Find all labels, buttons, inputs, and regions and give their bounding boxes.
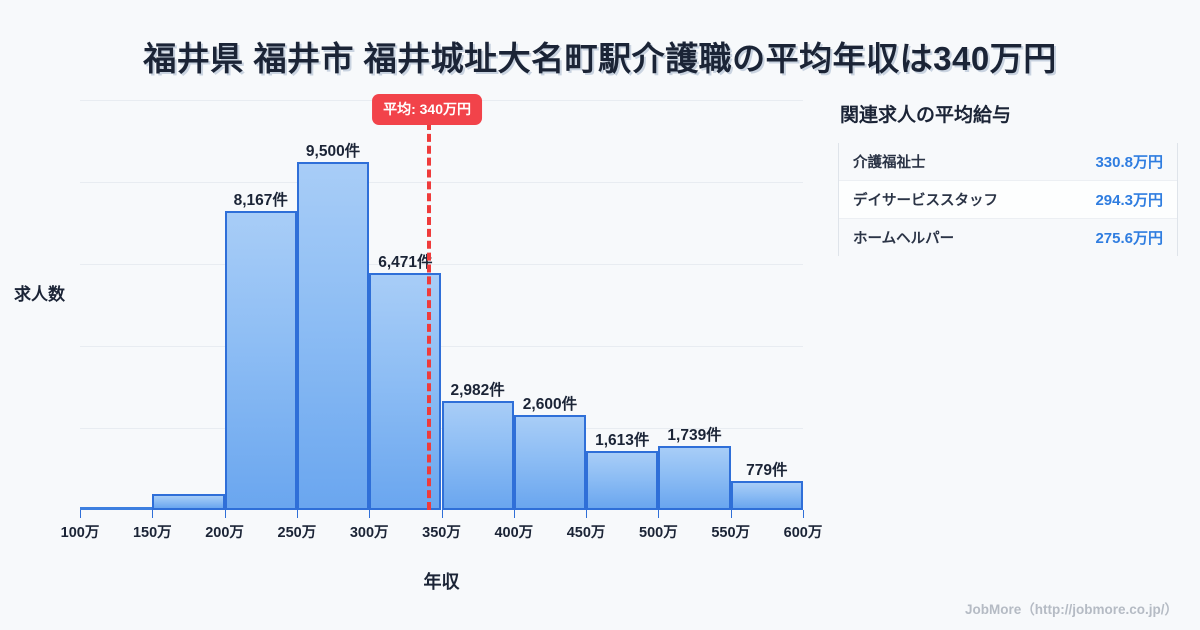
x-axis-tick-label: 400万 bbox=[494, 525, 534, 541]
x-axis-tick-label: 450万 bbox=[566, 525, 606, 541]
x-axis-tick-label: 300万 bbox=[349, 525, 389, 541]
bar-value-label: 779件 bbox=[746, 462, 788, 480]
x-axis-tick bbox=[658, 510, 660, 518]
y-axis-title: 求人数 bbox=[14, 285, 65, 304]
gridline bbox=[80, 346, 803, 347]
related-salary-panel: 関連求人の平均給与 介護福祉士 330.8万円デイサービススタッフ 294.3万円ホ… bbox=[838, 100, 1178, 256]
related-salary-table: 介護福祉士 330.8万円デイサービススタッフ 294.3万円ホームヘルパー 275.… bbox=[838, 143, 1178, 256]
related-job-salary: 294.3万円 bbox=[1095, 192, 1163, 209]
histogram-bar bbox=[658, 446, 731, 510]
average-salary-line bbox=[427, 122, 432, 510]
x-axis-tick bbox=[152, 510, 154, 518]
bar-value-label: 8,167件 bbox=[233, 192, 288, 210]
salary-histogram-chart: 求人数 年収 8,167件 9,500件 6,471件 2,982件 2,600件 1,6… bbox=[0, 90, 830, 592]
x-axis-tick-label: 150万 bbox=[132, 525, 172, 541]
x-axis-tick bbox=[369, 510, 371, 518]
histogram-bar bbox=[730, 481, 803, 510]
histogram-bar bbox=[586, 450, 659, 510]
x-axis-tick bbox=[513, 510, 515, 518]
x-axis-tick bbox=[224, 510, 226, 518]
bar-value-label: 6,471件 bbox=[378, 254, 433, 272]
x-axis-tick bbox=[730, 510, 732, 518]
x-axis-tick bbox=[441, 510, 443, 518]
bar-value-label: 1,739件 bbox=[667, 427, 722, 445]
histogram-bar bbox=[513, 414, 587, 510]
gridline bbox=[80, 264, 803, 265]
histogram-bar bbox=[441, 400, 514, 510]
related-job-salary: 330.8万円 bbox=[1095, 154, 1163, 171]
x-axis-tick bbox=[586, 510, 588, 518]
histogram-bar bbox=[80, 507, 153, 510]
x-axis-tick-label: 100万 bbox=[60, 525, 100, 541]
related-salary-row: デイサービススタッフ 294.3万円 bbox=[839, 181, 1177, 219]
x-axis-tick-label: 550万 bbox=[711, 525, 751, 541]
x-axis-tick bbox=[296, 510, 298, 518]
x-axis-tick bbox=[80, 510, 81, 518]
related-job-name: 介護福祉士 bbox=[853, 155, 926, 171]
plot-area: 8,167件 9,500件 6,471件 2,982件 2,600件 1,613件 1,73… bbox=[61, 94, 822, 541]
bar-value-label: 2,600件 bbox=[522, 395, 578, 413]
related-salary-row: ホームヘルパー 275.6万円 bbox=[839, 219, 1177, 256]
x-axis-title: 年収 bbox=[423, 572, 460, 592]
bar-value-label: 2,982件 bbox=[450, 381, 505, 399]
histogram-bar bbox=[152, 494, 225, 510]
x-axis-tick-label: 200万 bbox=[205, 525, 244, 541]
gridline bbox=[80, 182, 803, 183]
related-salary-row: 介護福祉士 330.8万円 bbox=[839, 143, 1177, 181]
related-job-name: デイサービススタッフ bbox=[853, 193, 998, 209]
bar-value-label: 1,613件 bbox=[595, 431, 650, 449]
x-axis-tick-label: 600万 bbox=[783, 525, 823, 541]
x-axis-tick-label: 500万 bbox=[639, 525, 678, 541]
histogram-bar bbox=[296, 162, 370, 510]
bar-value-label: 9,500件 bbox=[305, 143, 361, 161]
related-job-salary: 275.6万円 bbox=[1095, 230, 1163, 247]
page-title: 福井県 福井市 福井城址大名町駅介護職の平均年収は340万円 bbox=[143, 40, 1057, 77]
related-job-name: ホームヘルパー bbox=[853, 231, 955, 247]
x-axis-tick-label: 350万 bbox=[422, 525, 461, 541]
x-axis-tick-label: 250万 bbox=[277, 525, 317, 541]
average-salary-badge: 平均: 340万円 bbox=[372, 94, 482, 125]
related-salary-heading: 関連求人の平均給与 bbox=[840, 105, 1012, 126]
footer-watermark: JobMore（http://jobmore.co.jp/） bbox=[965, 602, 1178, 617]
x-axis-tick bbox=[803, 510, 804, 518]
histogram-bar bbox=[224, 211, 297, 510]
